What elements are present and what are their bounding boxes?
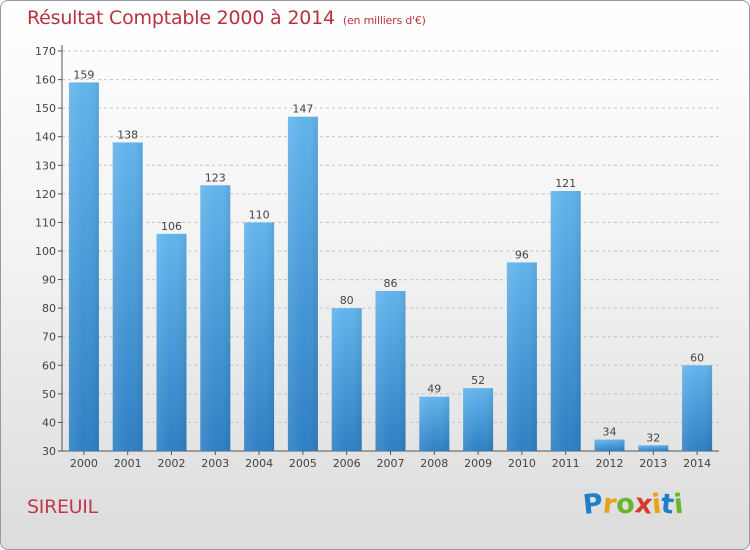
x-tick-label: 2003 xyxy=(201,457,229,470)
bar-shade xyxy=(682,365,713,451)
bar-shade xyxy=(419,396,450,451)
y-tick-label: 30 xyxy=(42,445,56,458)
bar-shade xyxy=(331,308,362,451)
chart-title-text: Résultat Comptable 2000 à 2014 xyxy=(27,7,335,29)
x-tick-label: 2013 xyxy=(639,457,667,470)
y-tick-label: 50 xyxy=(42,388,56,401)
y-tick-label: 110 xyxy=(35,216,56,229)
x-tick-label: 2002 xyxy=(158,457,186,470)
data-label: 96 xyxy=(515,248,529,261)
bar-shade xyxy=(68,82,99,451)
chart-subtitle: (en milliers d'€) xyxy=(342,14,426,27)
y-tick-label: 90 xyxy=(42,274,56,287)
data-label: 123 xyxy=(205,171,226,184)
bar-shade xyxy=(200,185,231,452)
data-label: 121 xyxy=(555,177,576,190)
data-label: 159 xyxy=(73,68,94,81)
bar-shade xyxy=(112,142,143,451)
data-label: 147 xyxy=(292,103,313,116)
y-tick-label: 80 xyxy=(42,302,56,315)
data-label: 110 xyxy=(249,208,270,221)
y-tick-label: 140 xyxy=(35,131,56,144)
chart-title: Résultat Comptable 2000 à 2014 (en millie… xyxy=(27,7,426,29)
bars xyxy=(68,82,713,452)
bar-shade xyxy=(550,191,581,451)
proxiti-logo: Proxiti xyxy=(581,488,686,521)
data-label: 60 xyxy=(690,351,704,364)
data-label: 86 xyxy=(384,277,398,290)
data-label: 106 xyxy=(161,220,182,233)
data-label: 32 xyxy=(646,431,660,444)
y-tick-label: 40 xyxy=(42,416,56,429)
x-tick-label: 2005 xyxy=(289,457,317,470)
y-tick-label: 160 xyxy=(35,74,56,87)
logo-letter: i xyxy=(672,488,686,521)
y-tick-label: 70 xyxy=(42,331,56,344)
x-tick-label: 2004 xyxy=(245,457,273,470)
x-tick-label: 2009 xyxy=(464,457,492,470)
x-tick-label: 2012 xyxy=(596,457,624,470)
bar-shade xyxy=(244,222,275,451)
y-tick-label: 120 xyxy=(35,188,56,201)
x-tick-label: 2000 xyxy=(70,457,98,470)
y-tick-label: 130 xyxy=(35,159,56,172)
bar-shade xyxy=(506,262,537,451)
x-tick-label: 2008 xyxy=(420,457,448,470)
x-tick-label: 2010 xyxy=(508,457,536,470)
y-tick-label: 60 xyxy=(42,359,56,372)
x-tick-label: 2001 xyxy=(114,457,142,470)
y-tick-label: 150 xyxy=(35,102,56,115)
labels: 30 40 50 60 70 80 90 100 110 120 130 140 150 160 170 15… xyxy=(35,45,711,470)
x-tick-label: 2014 xyxy=(683,457,711,470)
x-tick-label: 2007 xyxy=(377,457,405,470)
data-label: 49 xyxy=(427,383,441,396)
data-label: 138 xyxy=(117,128,138,141)
bar-shade xyxy=(156,233,187,451)
bar-shade xyxy=(594,439,625,451)
city-name: SIREUIL xyxy=(27,496,98,518)
x-tick-label: 2006 xyxy=(333,457,361,470)
bar-shade xyxy=(287,116,318,451)
data-label: 52 xyxy=(471,374,485,387)
bar-shade xyxy=(375,291,406,451)
data-label: 34 xyxy=(603,426,617,439)
bar-shade xyxy=(638,445,669,451)
bar-shade xyxy=(463,388,494,451)
y-tick-label: 170 xyxy=(35,45,56,58)
x-tick-label: 2011 xyxy=(552,457,580,470)
data-label: 80 xyxy=(340,294,354,307)
y-tick-label: 100 xyxy=(35,245,56,258)
